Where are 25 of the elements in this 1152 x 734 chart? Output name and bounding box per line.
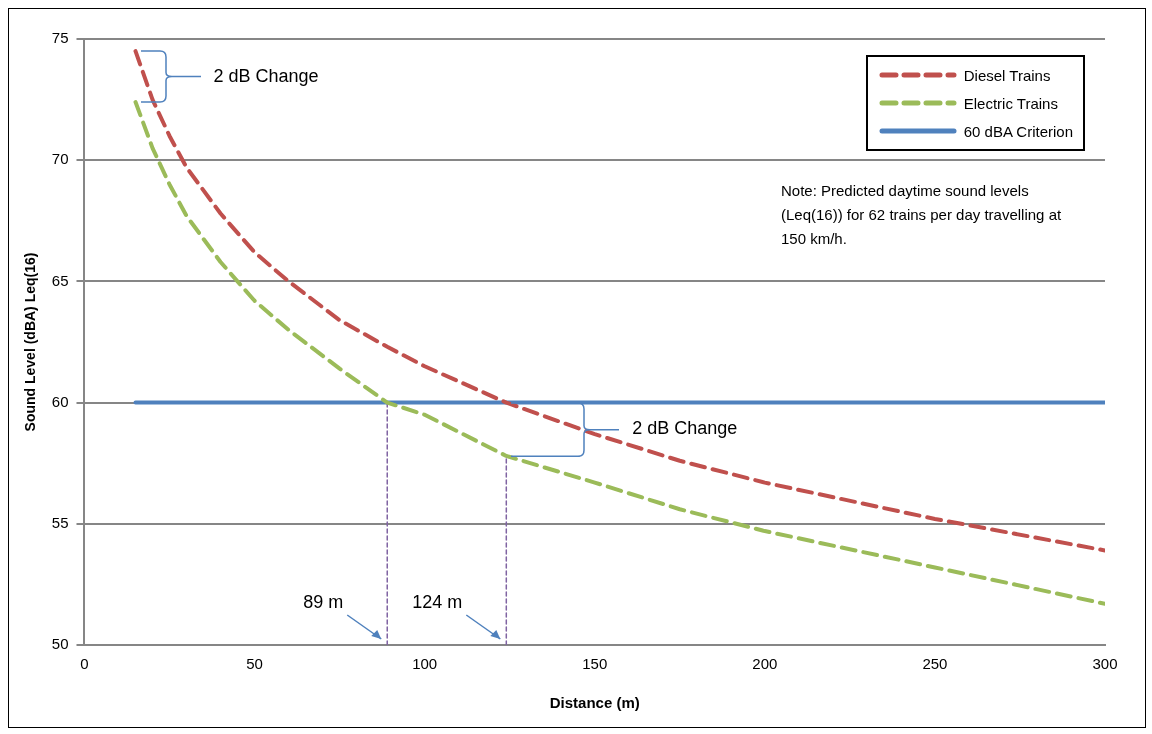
x-axis-title: Distance (m)	[549, 694, 640, 712]
x-tick-label: 50	[246, 655, 263, 673]
y-tick-label: 60	[51, 392, 69, 410]
y-tick-label: 70	[51, 150, 69, 168]
y-tick-label: 50	[51, 635, 69, 653]
legend-label: Electric Trains	[963, 94, 1058, 112]
x-tick-label: 200	[752, 655, 778, 673]
x-tick-label: 300	[1092, 655, 1118, 673]
annotation: 124 m	[412, 591, 463, 612]
x-tick-label: 250	[922, 655, 948, 673]
annotation: 2 dB Change	[632, 418, 738, 440]
y-tick-label: 75	[51, 29, 69, 47]
annotation: 89 m	[303, 591, 344, 612]
legend-label: Diesel Trains	[963, 66, 1051, 84]
y-tick-label: 65	[51, 271, 69, 289]
x-tick-label: 100	[412, 655, 438, 673]
y-axis-title: Sound Level (dBA) Leq(16)	[22, 252, 39, 432]
line-series	[133, 100, 1105, 606]
legend-label: 60 dBA Criterion	[963, 122, 1073, 140]
annotation: Note: Predicted daytime sound levels (Leq(16)) for 62 trains per day travelling at 150 km/h.	[781, 181, 1063, 249]
x-tick-label: 0	[80, 655, 89, 673]
line-series	[133, 49, 1105, 553]
y-tick-label: 55	[51, 513, 69, 531]
x-tick-label: 150	[582, 655, 608, 673]
annotation: 2 dB Change	[213, 65, 319, 87]
